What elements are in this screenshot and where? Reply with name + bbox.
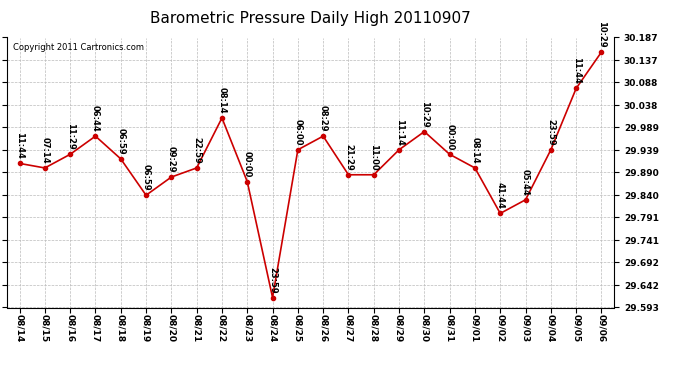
Text: 11:44: 11:44 xyxy=(15,132,24,159)
Text: 09:29: 09:29 xyxy=(167,146,176,173)
Text: 00:00: 00:00 xyxy=(243,151,252,177)
Text: 06:44: 06:44 xyxy=(91,105,100,132)
Text: 10:29: 10:29 xyxy=(420,101,429,128)
Text: 06:59: 06:59 xyxy=(116,128,126,155)
Text: 06:00: 06:00 xyxy=(293,119,302,146)
Text: 11:44: 11:44 xyxy=(571,57,581,84)
Text: Copyright 2011 Cartronics.com: Copyright 2011 Cartronics.com xyxy=(13,43,144,52)
Text: 06:59: 06:59 xyxy=(141,164,150,191)
Text: 05:44: 05:44 xyxy=(521,169,530,196)
Text: 11:29: 11:29 xyxy=(66,123,75,150)
Text: 08:14: 08:14 xyxy=(217,87,226,114)
Text: 23:59: 23:59 xyxy=(546,119,555,146)
Text: 11:14: 11:14 xyxy=(395,119,404,146)
Text: 21:29: 21:29 xyxy=(344,144,353,171)
Text: 07:14: 07:14 xyxy=(40,137,50,164)
Text: 10:29: 10:29 xyxy=(597,21,606,48)
Text: 00:00: 00:00 xyxy=(445,124,454,150)
Text: 11:00: 11:00 xyxy=(369,144,378,171)
Text: 41:44: 41:44 xyxy=(495,182,505,209)
Text: 08:14: 08:14 xyxy=(471,137,480,164)
Text: 23:59: 23:59 xyxy=(268,267,277,293)
Text: 22:59: 22:59 xyxy=(192,137,201,164)
Text: 08:29: 08:29 xyxy=(319,105,328,132)
Text: Barometric Pressure Daily High 20110907: Barometric Pressure Daily High 20110907 xyxy=(150,11,471,26)
